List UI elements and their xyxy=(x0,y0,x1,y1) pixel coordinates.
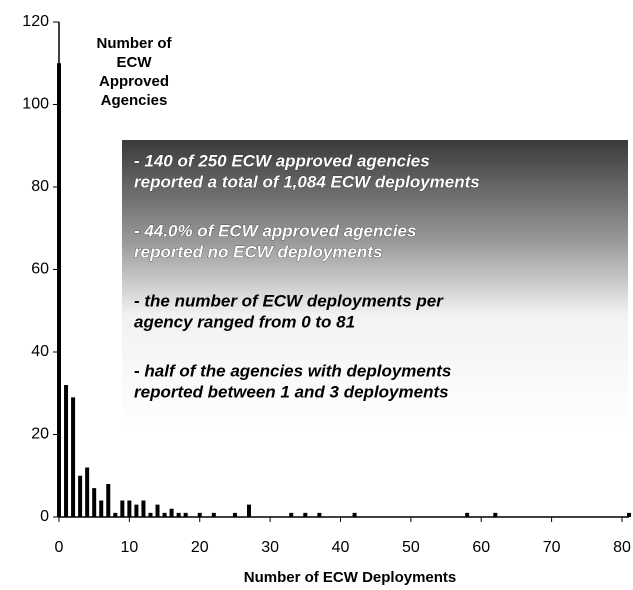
x-tick-label: 0 xyxy=(55,539,64,556)
bar xyxy=(627,512,631,517)
y-tick-label: 120 xyxy=(22,13,49,30)
y-axis-label: ECW xyxy=(117,54,153,71)
bar xyxy=(289,512,294,517)
x-tick-label: 70 xyxy=(543,539,561,556)
bar xyxy=(127,500,132,517)
bar xyxy=(465,512,470,517)
bar xyxy=(303,512,308,517)
y-axis-label: Approved xyxy=(99,73,169,90)
bar xyxy=(106,484,111,517)
bar xyxy=(134,504,139,517)
y-tick-label: 40 xyxy=(31,343,49,360)
y-tick-label: 0 xyxy=(40,508,49,525)
bar xyxy=(317,512,322,517)
bar xyxy=(162,512,167,517)
bar xyxy=(99,500,104,517)
bar xyxy=(113,512,118,517)
y-axis-label: Number of xyxy=(97,35,173,52)
annotation: reported no ECW deployments xyxy=(134,242,382,261)
y-tick-label: 80 xyxy=(31,178,49,195)
annotation: - 44.0% of ECW approved agencies xyxy=(134,221,416,240)
annotation: agency ranged from 0 to 81 xyxy=(134,312,355,331)
bar xyxy=(183,512,188,517)
x-tick-label: 20 xyxy=(191,539,209,556)
bar xyxy=(211,512,216,517)
bar xyxy=(247,504,251,517)
y-axis-label: Agencies xyxy=(101,92,168,109)
x-tick-label: 10 xyxy=(120,539,138,556)
x-tick-label: 80 xyxy=(613,539,631,556)
annotation: reported a total of 1,084 ECW deployment… xyxy=(134,172,480,191)
bar xyxy=(155,504,160,517)
bar xyxy=(148,512,153,517)
x-axis-label: Number of ECW Deployments xyxy=(244,569,457,586)
bar xyxy=(57,63,61,517)
x-tick-label: 60 xyxy=(472,539,490,556)
x-tick-label: 30 xyxy=(261,539,279,556)
bar xyxy=(85,467,90,517)
bar xyxy=(169,508,174,517)
annotation-box xyxy=(122,140,628,432)
bar xyxy=(493,512,498,517)
x-tick-label: 50 xyxy=(402,539,420,556)
annotation: - 140 of 250 ECW approved agencies xyxy=(134,151,430,170)
annotation: reported between 1 and 3 deployments xyxy=(134,382,449,401)
bar xyxy=(92,488,97,517)
bar xyxy=(176,512,181,517)
bar xyxy=(120,500,125,517)
bar xyxy=(197,512,202,517)
bar xyxy=(141,500,146,517)
bar xyxy=(352,512,357,517)
y-tick-label: 100 xyxy=(22,96,49,113)
annotation: - half of the agencies with deployments xyxy=(134,361,451,380)
x-tick-label: 40 xyxy=(332,539,350,556)
bar xyxy=(71,397,76,517)
bar xyxy=(64,385,69,517)
annotation: - the number of ECW deployments per xyxy=(134,291,444,310)
y-tick-label: 20 xyxy=(31,426,49,443)
bar xyxy=(232,512,237,517)
bar xyxy=(78,475,83,517)
y-tick-label: 60 xyxy=(31,261,49,278)
